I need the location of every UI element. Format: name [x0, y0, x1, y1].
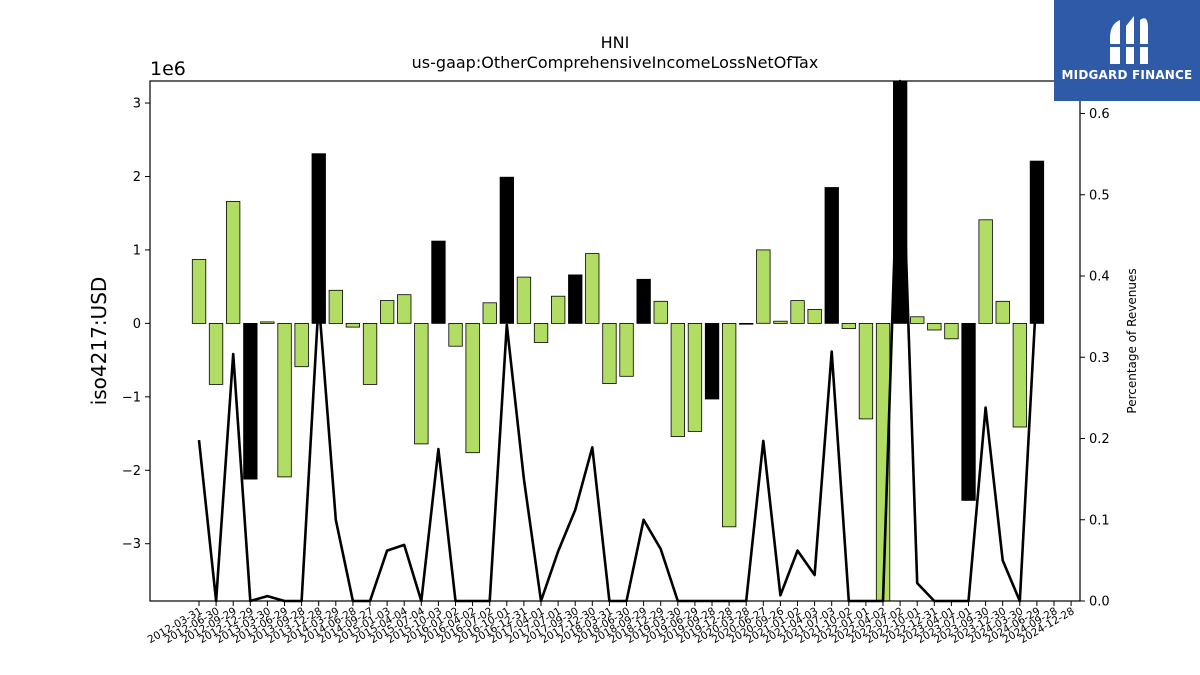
- y2-ticks-group: 0.0 0.1 0.2 0.3 0.4 0.5 0.6: [1080, 107, 1110, 610]
- y2-tick-label: 0.0: [1089, 595, 1110, 610]
- y-axis-label: iso4217:USD: [87, 277, 111, 406]
- bar: [636, 278, 651, 324]
- bar: [362, 322, 378, 385]
- bar: [841, 322, 856, 329]
- bar: [533, 322, 549, 343]
- chart-subtitle: us-gaap:OtherComprehensiveIncomeLossNetO…: [412, 53, 819, 72]
- bar: [858, 322, 874, 420]
- y-tick-label: 1: [133, 243, 141, 258]
- bar: [824, 187, 839, 324]
- bar: [379, 300, 395, 324]
- bar: [277, 322, 292, 478]
- y2-tick-label: 0.6: [1089, 107, 1110, 122]
- bar: [978, 219, 993, 324]
- y2-tick-label: 0.1: [1089, 513, 1110, 528]
- bar: [191, 259, 207, 324]
- bar: [687, 322, 703, 432]
- y-tick-label: 2: [133, 170, 141, 185]
- bar: [944, 322, 959, 340]
- y-tick-label: −3: [122, 537, 141, 552]
- bar: [260, 321, 275, 324]
- bar: [431, 240, 446, 324]
- y-tick-label: −2: [122, 464, 141, 479]
- logo-mark-icon: [1106, 16, 1152, 64]
- bar: [397, 294, 412, 324]
- bar: [516, 276, 532, 324]
- bar: [619, 322, 634, 377]
- bar: [499, 176, 515, 324]
- bar: [414, 322, 429, 445]
- bar: [208, 322, 224, 385]
- bar: [704, 322, 720, 400]
- bar: [1029, 160, 1045, 324]
- bar: [961, 322, 976, 501]
- bars-group: [191, 80, 1045, 602]
- y2-tick-label: 0.4: [1089, 270, 1110, 285]
- bar: [653, 300, 668, 324]
- bar: [773, 320, 788, 324]
- bar: [448, 322, 463, 347]
- plot-frame: [149, 80, 1081, 602]
- y2-tick-label: 0.5: [1089, 188, 1110, 203]
- bar: [756, 249, 771, 324]
- y2-tick-label: 0.2: [1089, 432, 1110, 447]
- bar: [225, 201, 241, 324]
- bar: [328, 289, 344, 324]
- y2-axis-label: Percentage of Revenues: [1125, 268, 1139, 413]
- bar: [345, 322, 361, 328]
- y-tick-label: 3: [133, 97, 141, 112]
- bar: [482, 302, 497, 324]
- bar: [294, 322, 309, 368]
- y-ticks-group: −3 −2 −1 0 1 2 3: [122, 97, 150, 552]
- y-multiplier-label: 1e6: [150, 58, 186, 80]
- bar: [995, 300, 1010, 324]
- logo-text: MIDGARD FINANCE: [1061, 68, 1193, 82]
- y2-tick-label: 0.3: [1089, 351, 1110, 366]
- bar: [739, 322, 754, 325]
- bar: [790, 300, 805, 324]
- bar: [670, 322, 685, 437]
- bar: [551, 295, 566, 324]
- y-tick-label: 0: [133, 317, 141, 332]
- bar: [807, 308, 822, 324]
- bar: [927, 322, 942, 331]
- bar: [465, 322, 480, 454]
- logo: MIDGARD FINANCE: [1054, 0, 1200, 101]
- chart-title: HNI: [601, 33, 630, 52]
- bar: [568, 274, 583, 324]
- bar: [585, 253, 600, 324]
- bar: [311, 153, 326, 324]
- bar: [722, 322, 737, 528]
- bar: [243, 322, 258, 480]
- bar: [910, 316, 925, 324]
- bar: [602, 322, 617, 384]
- y-tick-label: −1: [122, 390, 141, 405]
- x-ticks-group: 2012-03-312012-06-302012-09-292012-12-29…: [146, 601, 1077, 646]
- bar: [1012, 322, 1027, 428]
